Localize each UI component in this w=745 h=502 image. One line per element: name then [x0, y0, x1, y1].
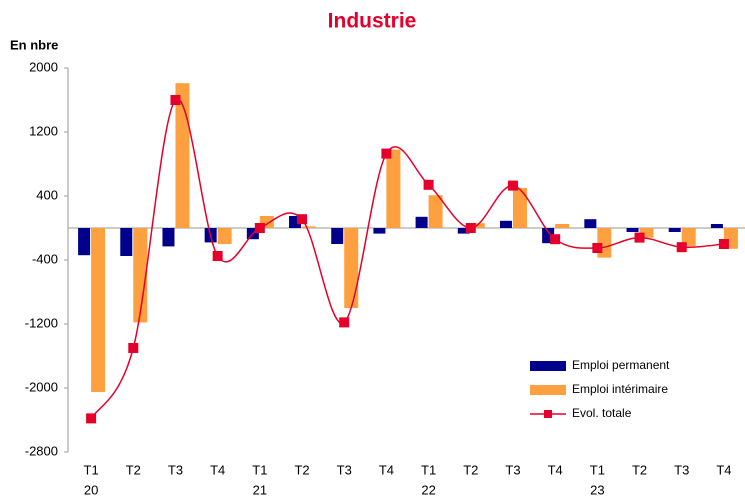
x-tick-label: T3	[505, 462, 520, 477]
y-tick-label: -1200	[25, 315, 58, 330]
y-tick-label: 2000	[29, 59, 58, 74]
bar	[386, 149, 401, 228]
y-tick-label: -400	[32, 251, 58, 266]
bar	[681, 228, 696, 247]
x-group-label: 21	[253, 482, 267, 497]
legend-label: Evol. totale	[572, 406, 632, 420]
y-tick-label: 400	[36, 187, 58, 202]
bar	[78, 228, 91, 256]
line-marker	[381, 148, 392, 159]
line-marker	[550, 234, 561, 245]
bar	[373, 228, 386, 234]
line-marker	[254, 223, 265, 233]
bar	[302, 226, 317, 228]
x-tick-label: T1	[590, 462, 605, 477]
x-group-label: 22	[421, 482, 435, 497]
line-marker	[128, 343, 139, 353]
bar	[344, 228, 359, 308]
bar	[175, 83, 190, 228]
x-tick-label: T2	[126, 462, 141, 477]
chart-title: Industrie	[328, 10, 417, 33]
bar	[428, 195, 443, 228]
legend-swatch	[530, 361, 566, 371]
x-tick-label: T2	[632, 462, 647, 477]
line-marker	[718, 239, 729, 249]
x-tick-label: T1	[84, 462, 99, 477]
legend-label: Emploi permanent	[572, 358, 670, 372]
legend: Emploi permanent Emploi intérimaire Evol. …	[488, 352, 728, 428]
x-tick-label: T3	[168, 462, 183, 477]
bar	[512, 188, 527, 228]
bar	[91, 228, 106, 392]
bar	[457, 228, 470, 234]
bar	[597, 228, 612, 258]
line-marker	[212, 251, 223, 261]
bar	[710, 224, 723, 228]
line-marker	[297, 214, 308, 225]
x-tick-label: T3	[674, 462, 689, 477]
bar	[120, 228, 133, 256]
line-marker	[339, 317, 350, 328]
y-tick-label: 1200	[29, 123, 58, 138]
legend-swatch-marker	[544, 410, 552, 418]
bar	[133, 228, 148, 323]
x-tick-label: T4	[210, 462, 225, 477]
legend-background	[488, 352, 728, 428]
bar	[626, 228, 639, 232]
x-tick-label: T4	[548, 462, 563, 477]
bar	[331, 228, 344, 244]
line-marker	[170, 95, 181, 105]
x-tick-label: T1	[421, 462, 436, 477]
bar	[499, 220, 512, 228]
bar	[668, 228, 681, 232]
line-marker	[86, 413, 97, 424]
y-tick-label: -2000	[25, 379, 58, 394]
bar	[555, 224, 570, 228]
x-tick-label: T2	[463, 462, 478, 477]
x-tick-label: T4	[379, 462, 394, 477]
x-group-label: 23	[590, 482, 604, 497]
x-tick-label: T4	[716, 462, 731, 477]
bar	[162, 228, 175, 247]
legend-label: Emploi intérimaire	[572, 382, 668, 396]
x-tick-label: T2	[294, 462, 309, 477]
legend-swatch	[530, 385, 566, 395]
bar	[584, 219, 597, 228]
line-marker	[507, 180, 518, 191]
bar	[217, 228, 232, 244]
bar	[415, 216, 428, 228]
line-marker	[592, 243, 603, 253]
line-marker	[634, 232, 645, 243]
y-tick-label: -2800	[25, 443, 58, 458]
x-group-label: 20	[84, 482, 98, 497]
line-marker	[465, 223, 476, 233]
x-tick-label: T1	[252, 462, 267, 477]
bar	[639, 228, 654, 238]
line-marker	[423, 179, 434, 190]
line-marker	[676, 242, 687, 253]
y-axis-label: En nbre	[10, 37, 58, 52]
x-tick-label: T3	[337, 462, 352, 477]
